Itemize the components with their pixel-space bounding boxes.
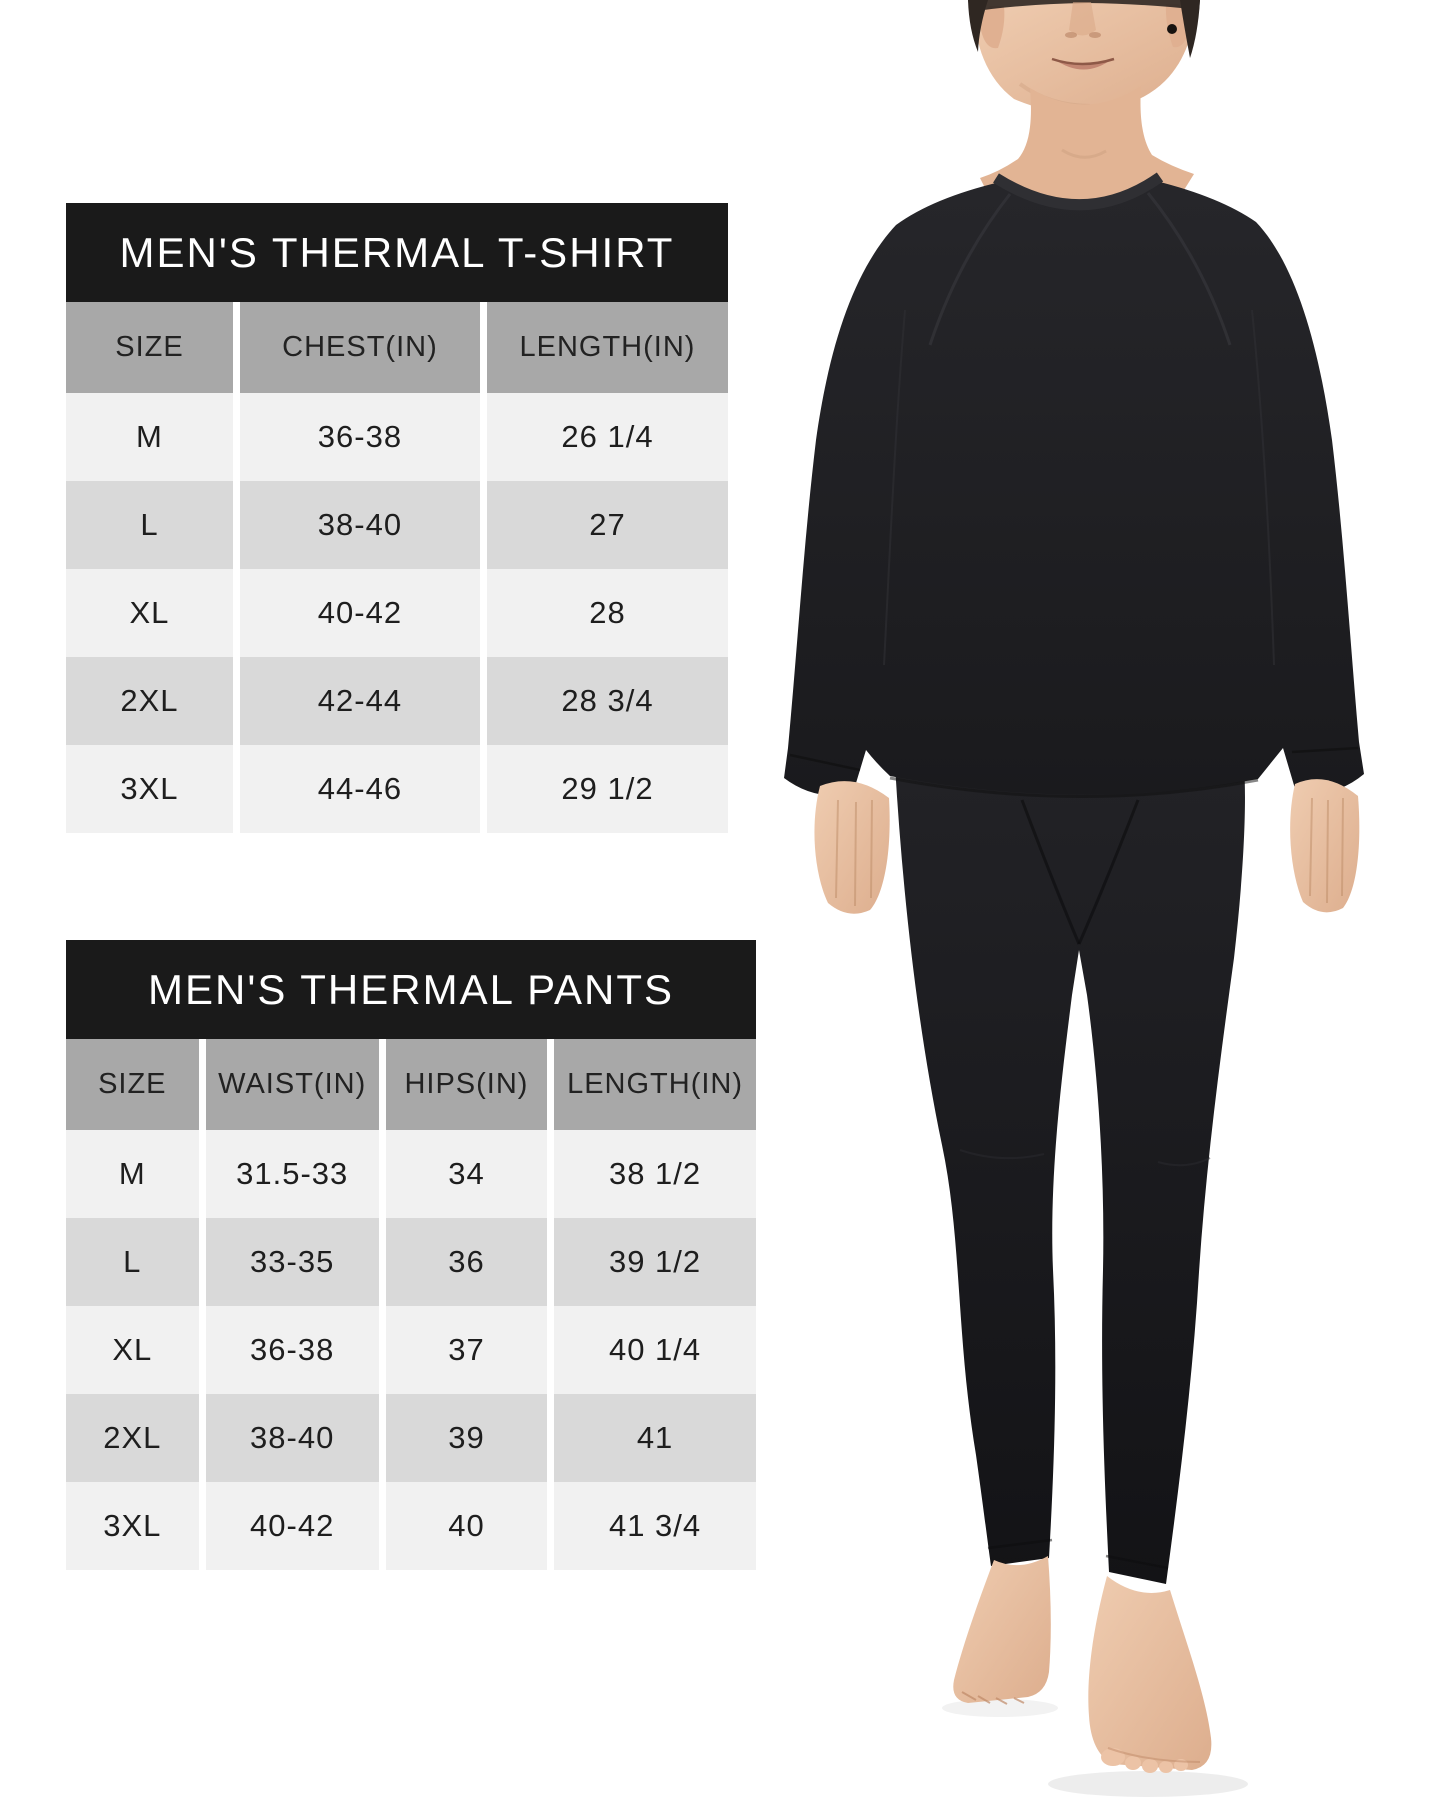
ear-icon bbox=[980, 6, 1005, 49]
right-hand bbox=[1290, 779, 1360, 913]
table-cell: 41 3/4 bbox=[554, 1482, 756, 1570]
table-row: 3XL 40-42 40 41 3/4 bbox=[66, 1482, 756, 1570]
thermal-top bbox=[784, 172, 1364, 798]
table-cell: 28 bbox=[486, 569, 728, 657]
table-cell: 39 1/2 bbox=[554, 1218, 756, 1306]
table-cell: 29 1/2 bbox=[486, 745, 728, 833]
table-cell: 44-46 bbox=[239, 745, 480, 833]
column-header: WAIST(IN) bbox=[205, 1039, 379, 1130]
man-hair bbox=[968, 0, 1200, 12]
thermal-leggings bbox=[895, 765, 1245, 1584]
man-neck bbox=[980, 86, 1194, 214]
left-hand bbox=[814, 781, 890, 914]
table-cell: 36-38 bbox=[205, 1306, 379, 1394]
table-cell: 3XL bbox=[66, 1482, 199, 1570]
sleeve-cuff bbox=[789, 753, 861, 772]
table-cell: 36 bbox=[385, 1218, 548, 1306]
ear-icon bbox=[1165, 4, 1189, 48]
table-cell: 40 bbox=[385, 1482, 548, 1570]
right-foot bbox=[1088, 1576, 1212, 1773]
table-row: L 38-40 27 bbox=[66, 481, 728, 569]
table-cell: XL bbox=[66, 1306, 199, 1394]
table-cell: 41 bbox=[554, 1394, 756, 1482]
man-face bbox=[968, 0, 1200, 114]
hem-seam bbox=[889, 776, 1259, 798]
earring-stud bbox=[1167, 24, 1177, 34]
floor-shadow bbox=[1048, 1771, 1248, 1797]
table-row: 2XL 38-40 39 41 bbox=[66, 1394, 756, 1482]
table-cell: 28 3/4 bbox=[486, 657, 728, 745]
table-cell: 40-42 bbox=[205, 1482, 379, 1570]
table-cell: 33-35 bbox=[205, 1218, 379, 1306]
table-row: M 31.5-33 34 38 1/2 bbox=[66, 1130, 756, 1218]
table-cell: XL bbox=[66, 569, 233, 657]
table-cell: 2XL bbox=[66, 1394, 199, 1482]
table-cell: L bbox=[66, 1218, 199, 1306]
crotch-seam bbox=[1077, 799, 1140, 945]
table-cell: 2XL bbox=[66, 657, 233, 745]
tshirt-size-table: MEN'S THERMAL T-SHIRT SIZE CHEST(IN) LENGT… bbox=[66, 203, 728, 833]
raglan-seam-right bbox=[1146, 192, 1232, 346]
table-cell: 38-40 bbox=[205, 1394, 379, 1482]
table-cell: 38-40 bbox=[239, 481, 480, 569]
table-cell: 38 1/2 bbox=[554, 1130, 756, 1218]
raglan-seam-left bbox=[928, 193, 1012, 346]
pants-size-table: MEN'S THERMAL PANTS SIZE WAIST(IN) HIPS(IN… bbox=[66, 940, 756, 1570]
man-hair bbox=[968, 0, 988, 52]
table-cell: 42-44 bbox=[239, 657, 480, 745]
table-cell: L bbox=[66, 481, 233, 569]
sleeve-cuff bbox=[1291, 746, 1359, 754]
table-row: XL 40-42 28 bbox=[66, 569, 728, 657]
table-cell: 31.5-33 bbox=[205, 1130, 379, 1218]
table-cell: 27 bbox=[486, 481, 728, 569]
column-header: HIPS(IN) bbox=[385, 1039, 548, 1130]
table-cell: 40 1/4 bbox=[554, 1306, 756, 1394]
table-cell: M bbox=[66, 1130, 199, 1218]
column-header: CHEST(IN) bbox=[239, 302, 480, 393]
crotch-seam bbox=[1020, 799, 1081, 945]
column-header: SIZE bbox=[66, 302, 233, 393]
table-cell: 40-42 bbox=[239, 569, 480, 657]
table-cell: 3XL bbox=[66, 745, 233, 833]
collar bbox=[993, 172, 1164, 211]
table-row: M 36-38 26 1/4 bbox=[66, 393, 728, 481]
column-header: LENGTH(IN) bbox=[486, 302, 728, 393]
table-row: XL 36-38 37 40 1/4 bbox=[66, 1306, 756, 1394]
table-cell: M bbox=[66, 393, 233, 481]
table-cell: 39 bbox=[385, 1394, 548, 1482]
table-cell: 34 bbox=[385, 1130, 548, 1218]
table-cell: 26 1/4 bbox=[486, 393, 728, 481]
lips-icon bbox=[1054, 59, 1112, 70]
table-row: 2XL 42-44 28 3/4 bbox=[66, 657, 728, 745]
legging-cuff bbox=[1105, 1554, 1169, 1570]
table-cell: 36-38 bbox=[239, 393, 480, 481]
table-row: L 33-35 36 39 1/2 bbox=[66, 1218, 756, 1306]
table-header-row: SIZE CHEST(IN) LENGTH(IN) bbox=[66, 302, 728, 393]
nose-icon bbox=[1069, 2, 1096, 36]
table-header-row: SIZE WAIST(IN) HIPS(IN) LENGTH(IN) bbox=[66, 1039, 756, 1130]
table-row: 3XL 44-46 29 1/2 bbox=[66, 745, 728, 833]
legging-cuff bbox=[987, 1538, 1053, 1550]
tshirt-table-title: MEN'S THERMAL T-SHIRT bbox=[66, 203, 728, 302]
column-header: LENGTH(IN) bbox=[554, 1039, 756, 1130]
table-cell: 37 bbox=[385, 1306, 548, 1394]
floor-shadow bbox=[942, 1699, 1058, 1717]
pants-table-title: MEN'S THERMAL PANTS bbox=[66, 940, 756, 1039]
left-foot bbox=[953, 1556, 1051, 1705]
column-header: SIZE bbox=[66, 1039, 199, 1130]
man-hair bbox=[1180, 0, 1200, 58]
